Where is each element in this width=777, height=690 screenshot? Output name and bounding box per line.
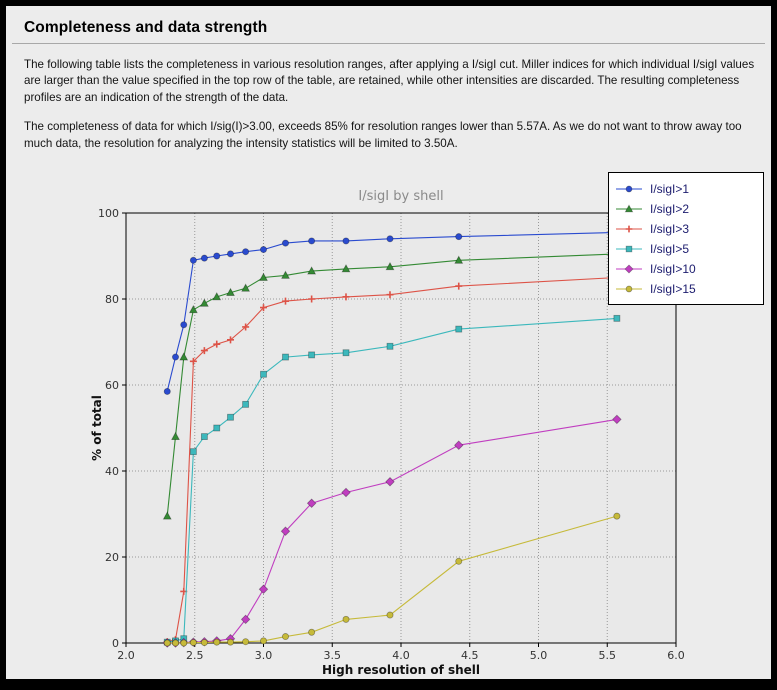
legend-item: I/sigI>10: [615, 260, 757, 277]
x-tick-label: 5.0: [530, 649, 548, 662]
y-tick-label: 80: [105, 293, 119, 306]
legend-sample-icon: [616, 263, 642, 274]
x-tick-label: 5.5: [599, 649, 617, 662]
x-tick-label: 4.0: [392, 649, 410, 662]
completeness-chart: 2.0 2.5 3.0 3.5 4.0 4.5 5.0 5.5 6.0 0 20 40 60 80 100 I…: [90, 169, 771, 679]
legend-sample-icon: [616, 203, 642, 212]
legend-sample-icon: [616, 285, 642, 292]
x-tick-label: 6.0: [667, 649, 685, 662]
x-tick-label: 2.5: [186, 649, 204, 662]
x-tick-label: 3.0: [255, 649, 273, 662]
y-axis-label: % of total: [90, 395, 104, 461]
legend-label: I/sigI>2: [650, 201, 690, 216]
legend-label: I/sigI>10: [650, 261, 696, 276]
summary-paragraph: The completeness of data for which I/sig…: [24, 120, 742, 150]
legend-item: I/sigI>15: [615, 280, 757, 297]
x-tick-label: 2.0: [117, 649, 135, 662]
x-tick-label: 3.5: [324, 649, 342, 662]
plot-area: [126, 213, 676, 643]
series-markers-5: [163, 512, 621, 647]
legend-sample-icon: [616, 185, 642, 192]
x-tick-label: 4.5: [461, 649, 479, 662]
chart-title: I/sigI by shell: [358, 189, 443, 204]
intro-paragraph: The following table lists the completene…: [24, 58, 755, 104]
y-tick-label: 0: [112, 637, 119, 650]
plot-border: [125, 212, 677, 644]
legend-item: I/sigI>1: [615, 180, 757, 197]
header-divider: [12, 43, 765, 44]
legend-item: I/sigI>5: [615, 240, 757, 257]
legend-sample-icon: [616, 245, 642, 252]
legend-label: I/sigI>3: [650, 221, 690, 236]
page-title: Completeness and data strength: [24, 19, 268, 36]
report-page: Completeness and data strength The follo…: [6, 6, 771, 679]
legend-item: I/sigI>3: [615, 220, 757, 237]
y-tick-label: 60: [105, 379, 119, 392]
y-tick-label: 20: [105, 551, 119, 564]
chart-legend: I/sigI>1 I/sigI>2 I/sigI>3 I/sigI>5 I/sigI>1…: [608, 172, 764, 305]
chart-canvas: 2.0 2.5 3.0 3.5 4.0 4.5 5.0 5.5 6.0 0 20 40 60 80 100 I…: [90, 189, 685, 677]
legend-sample-icon: [616, 225, 642, 232]
legend-label: I/sigI>15: [650, 281, 696, 296]
y-tick-label: 40: [105, 465, 119, 478]
x-axis-label: High resolution of shell: [322, 663, 480, 677]
y-tick-label: 100: [98, 207, 119, 220]
legend-label: I/sigI>1: [650, 181, 690, 196]
legend-item: I/sigI>2: [615, 200, 757, 217]
legend-label: I/sigI>5: [650, 241, 690, 256]
